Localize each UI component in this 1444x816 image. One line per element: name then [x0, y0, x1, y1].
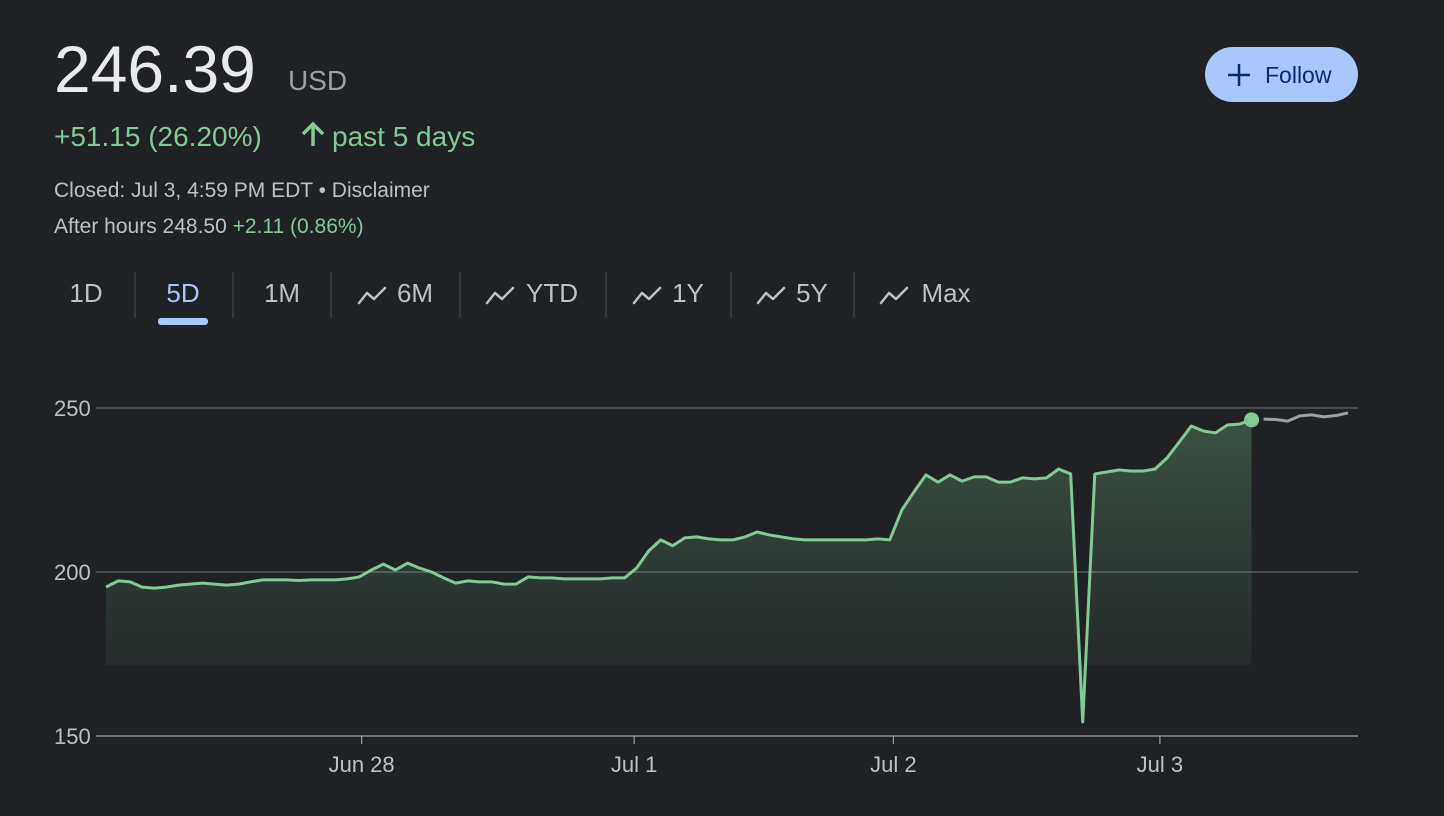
tab[interactable]: YTD	[526, 278, 578, 308]
x-tick-label: Jul 2	[870, 752, 916, 777]
last-point	[1244, 412, 1260, 428]
after-hours-price: After hours 248.50	[54, 215, 227, 238]
y-tick-label: 250	[54, 396, 91, 421]
y-tick-label: 150	[54, 724, 91, 749]
x-tick-label: Jul 3	[1137, 752, 1183, 777]
plus-icon	[1228, 64, 1250, 86]
trend-icon	[879, 286, 909, 305]
change: +51.15 (26.20%)	[54, 121, 262, 152]
after-hours: After hours 248.50 +2.11 (0.86%)	[54, 215, 364, 238]
line	[1263, 411, 1349, 423]
tab[interactable]: 6M	[397, 278, 433, 308]
y-tick-label: 200	[54, 560, 91, 585]
tab[interactable]: 5Y	[796, 278, 828, 308]
tab[interactable]: Max	[921, 278, 970, 308]
after-hours-change: +2.11 (0.86%)	[233, 215, 364, 238]
line	[105, 418, 1253, 724]
tab[interactable]: 1D	[69, 278, 102, 308]
trend-icon	[357, 286, 387, 305]
price: 246.39	[54, 32, 256, 106]
tab[interactable]: 1M	[264, 278, 300, 308]
tab-selected[interactable]: 5D	[166, 278, 199, 308]
up-arrow	[301, 121, 325, 146]
x-tick-label: Jun 28	[329, 752, 395, 777]
follow-button[interactable]: Follow	[1205, 47, 1358, 102]
closed: Closed: Jul 3, 4:59 PM EDT	[54, 179, 313, 202]
follow-label[interactable]: Follow	[1265, 62, 1332, 88]
area	[106, 419, 1252, 722]
separator: •	[319, 179, 326, 202]
trend-icon	[485, 286, 515, 305]
disclaimer[interactable]: Disclaimer	[332, 179, 430, 202]
follow-bg[interactable]	[1205, 47, 1358, 102]
chart: 150 200 250 Jun 28 Jul 1 Jul 2 Jul 3	[54, 396, 1358, 777]
status: Closed: Jul 3, 4:59 PM EDT • Disclaimer	[54, 179, 430, 202]
period: past 5 days	[332, 121, 475, 152]
currency: USD	[288, 65, 347, 96]
tab[interactable]: 1Y	[672, 278, 704, 308]
x-tick-label: Jul 1	[611, 752, 657, 777]
trend-icon	[756, 286, 786, 305]
tabs: 1D 5D 1M 6M YTD 1Y 5Y Max	[69, 272, 971, 325]
trend-icon	[632, 286, 662, 305]
tab-indicator	[158, 318, 208, 325]
